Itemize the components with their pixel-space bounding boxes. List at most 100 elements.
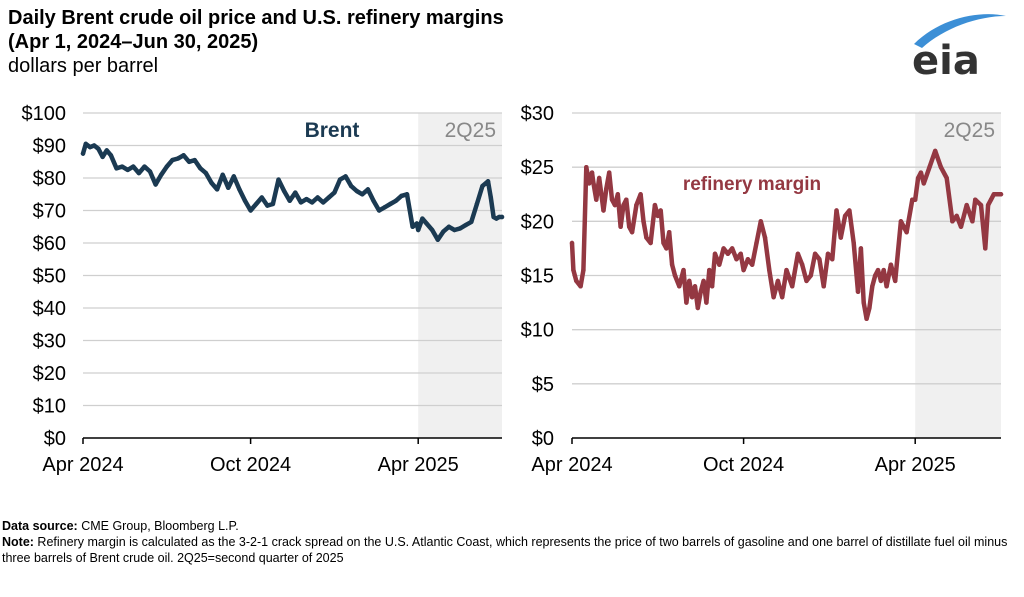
refinery-margin-line (569, 148, 1004, 322)
data-point (480, 183, 485, 189)
footer-notes: Data source: CME Group, Bloomberg L.P. N… (2, 518, 1012, 566)
data-point (950, 219, 955, 224)
data-point (578, 284, 583, 289)
data-point (884, 284, 889, 289)
data-point (970, 219, 975, 224)
data-point (687, 278, 692, 284)
data-point (707, 267, 712, 273)
data-point (332, 190, 337, 195)
data-point (435, 237, 440, 242)
data-point (855, 289, 861, 294)
data-point (817, 257, 822, 262)
data-point (326, 195, 332, 200)
data-point (96, 146, 101, 151)
eia-logo: eia (912, 14, 1006, 78)
data-point (784, 267, 789, 273)
data-point (175, 156, 181, 161)
data-point (790, 284, 795, 289)
data-point (767, 267, 772, 273)
data-point (704, 300, 709, 305)
data-point (775, 278, 781, 284)
data-point (581, 267, 586, 273)
data-point (838, 235, 844, 240)
data-point (858, 246, 864, 251)
data-point (729, 246, 735, 251)
charts-panel: 2Q25 $0 $10 $20 $30 $40 $50 $60 $70 $80 $90 $100 Apr… (22, 103, 1004, 476)
data-point (721, 246, 726, 251)
data-point (644, 235, 649, 240)
data-point (198, 166, 203, 171)
x-tick-label: Apr 2024 (42, 454, 123, 476)
data-point (978, 202, 984, 208)
data-point (420, 216, 425, 221)
data-point (393, 198, 399, 203)
data-point (913, 197, 918, 202)
data-point (253, 201, 259, 207)
x-tick-label: Apr 2025 (875, 454, 956, 476)
x-tick-label: Apr 2024 (531, 454, 612, 476)
data-point (237, 187, 242, 192)
data-source: Data source: CME Group, Bloomberg L.P. (2, 518, 1012, 534)
y-tick-label: $60 (33, 233, 66, 255)
data-point (601, 208, 606, 213)
data-point (812, 251, 818, 257)
data-point (87, 144, 93, 150)
data-point (404, 192, 410, 197)
data-point (658, 208, 663, 213)
data-point (904, 229, 909, 235)
data-point (892, 278, 898, 284)
data-point (606, 170, 612, 175)
data-point (142, 164, 147, 169)
y-tick-label: $0 (44, 428, 66, 450)
data-point (983, 246, 988, 251)
data-point (921, 181, 926, 186)
data-point (808, 273, 814, 278)
data-point (872, 273, 878, 278)
data-point (861, 300, 866, 305)
data-point (754, 240, 759, 246)
data-point (830, 257, 835, 262)
data-point (821, 284, 826, 289)
data-point (304, 196, 309, 202)
data-point (343, 174, 348, 179)
y-tick-label: $50 (33, 266, 66, 288)
data-point (469, 219, 474, 225)
data-point (265, 203, 270, 208)
data-point (804, 278, 809, 284)
data-point (192, 157, 197, 163)
data-point (276, 177, 281, 182)
data-point (589, 170, 595, 175)
data-point (388, 201, 393, 207)
data-point (648, 240, 653, 246)
data-point (147, 169, 153, 174)
data-point (717, 262, 722, 267)
data-point (847, 208, 852, 213)
data-point (762, 235, 768, 240)
data-point (954, 213, 959, 219)
data-point (410, 224, 415, 229)
y-tick-label: $10 (521, 320, 554, 342)
data-point (684, 300, 689, 305)
brent-price-line (80, 141, 505, 243)
data-point (270, 201, 276, 207)
y-tick-label: $30 (521, 103, 554, 125)
data-point (159, 172, 164, 177)
data-point (758, 219, 763, 224)
series-label: refinery margin (683, 174, 821, 195)
data-point (104, 148, 109, 153)
data-point (321, 200, 326, 205)
chart-title: Daily Brent crude oil price and U.S. ref… (8, 6, 504, 54)
data-source-text: CME Group, Bloomberg L.P. (77, 519, 239, 533)
data-point (584, 164, 589, 170)
data-point (371, 198, 376, 203)
y-tick-label: $70 (33, 201, 66, 223)
units-label: dollars per barrel (8, 55, 159, 77)
data-point (91, 143, 97, 148)
data-point (452, 227, 457, 233)
data-point (741, 267, 746, 273)
y-tick-label: $100 (22, 103, 67, 125)
x-tick-label: Apr 2025 (378, 454, 459, 476)
series-label: Brent (305, 119, 360, 142)
data-point (80, 151, 86, 156)
data-point (463, 222, 468, 228)
